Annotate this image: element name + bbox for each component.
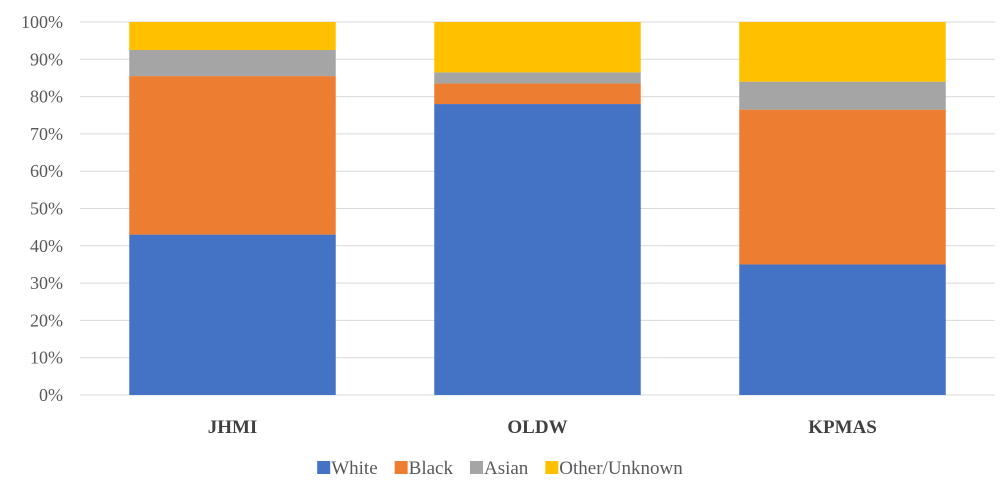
bar-segment-black [434, 83, 641, 105]
x-category-label: JHMI [208, 417, 258, 438]
bar-segment-white [129, 234, 336, 395]
y-axis-tick-labels: 0% 10% 20% 30% 40% 50% 60% 70% 80% 90% 100% [21, 12, 63, 405]
legend-swatch [469, 461, 483, 474]
bar-segment-black [739, 109, 946, 265]
legend-swatch [394, 461, 408, 474]
bar-segment-asian [434, 72, 641, 84]
legend-label: Other/Unknown [559, 458, 683, 479]
bar-segment-other-unknown [434, 22, 641, 73]
y-tick-label: 60% [30, 161, 63, 181]
bar-segment-other-unknown [129, 22, 336, 50]
legend-label: White [331, 458, 377, 479]
bar-segment-black [129, 76, 336, 235]
legend: White Black Asian Other/Unknown [317, 458, 683, 479]
legend-item: Other/Unknown [545, 458, 683, 479]
legend-item: Black [394, 458, 454, 479]
y-tick-label: 20% [30, 310, 63, 330]
y-tick-label: 100% [21, 12, 63, 32]
y-tick-label: 70% [30, 124, 63, 144]
legend-swatch [545, 461, 559, 474]
legend-label: Asian [484, 458, 529, 479]
y-tick-label: 0% [39, 385, 63, 405]
legend-label: Black [409, 458, 454, 479]
bars [129, 22, 946, 395]
bar-segment-white [434, 104, 641, 395]
bar-segment-white [739, 264, 946, 395]
x-axis-category-labels: JHMI OLDW KPMAS [208, 417, 877, 438]
x-category-label: KPMAS [808, 417, 877, 438]
y-tick-label: 40% [30, 236, 63, 256]
x-category-label: OLDW [507, 417, 567, 438]
y-tick-label: 90% [30, 49, 63, 69]
legend-item: Asian [469, 458, 529, 479]
y-tick-label: 10% [30, 348, 63, 368]
bar-segment-asian [739, 81, 946, 110]
legend-swatch [317, 461, 331, 474]
y-tick-label: 50% [30, 199, 63, 219]
legend-item: White [317, 458, 378, 479]
y-tick-label: 30% [30, 273, 63, 293]
y-tick-label: 80% [30, 87, 63, 107]
bar-segment-asian [129, 49, 336, 77]
bar-segment-other-unknown [739, 22, 946, 82]
